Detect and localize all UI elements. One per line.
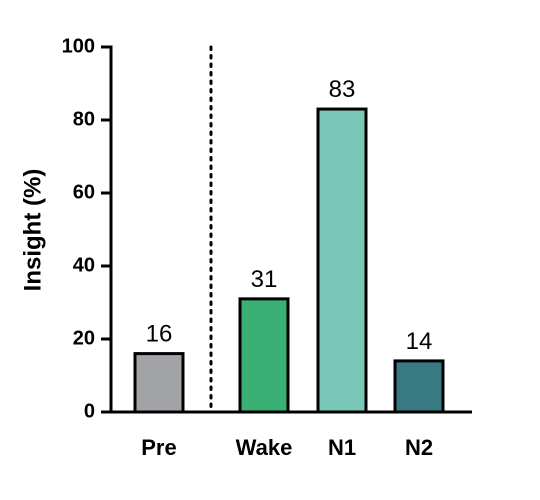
data-label-pre: 16 [146, 321, 173, 348]
bar-n2 [393, 359, 445, 414]
y-tick-label: 100 [62, 35, 95, 57]
y-tick-label: 60 [73, 181, 95, 203]
category-label-n2: N2 [405, 435, 433, 460]
bar-wake [238, 297, 290, 414]
category-label-wake: Wake [236, 435, 293, 460]
category-label-pre: Pre [141, 435, 176, 460]
y-axis-ticks: 0 20 40 60 80 100 [62, 35, 111, 422]
bars-group [133, 107, 445, 414]
y-tick-label: 0 [84, 400, 95, 422]
y-tick-label: 40 [73, 254, 95, 276]
y-axis-title: Insight (%) [19, 169, 46, 292]
category-label-n1: N1 [328, 435, 356, 460]
data-labels-group: 16 31 83 14 [146, 76, 433, 355]
data-label-n1: 83 [329, 76, 356, 103]
data-label-wake: 31 [251, 266, 278, 293]
y-tick-label: 20 [73, 327, 95, 349]
data-label-n2: 14 [406, 328, 433, 355]
bar-pre [133, 352, 185, 414]
category-labels-group: Pre Wake N1 N2 [141, 435, 433, 460]
bar-n1 [316, 107, 368, 414]
y-tick-label: 80 [73, 108, 95, 130]
